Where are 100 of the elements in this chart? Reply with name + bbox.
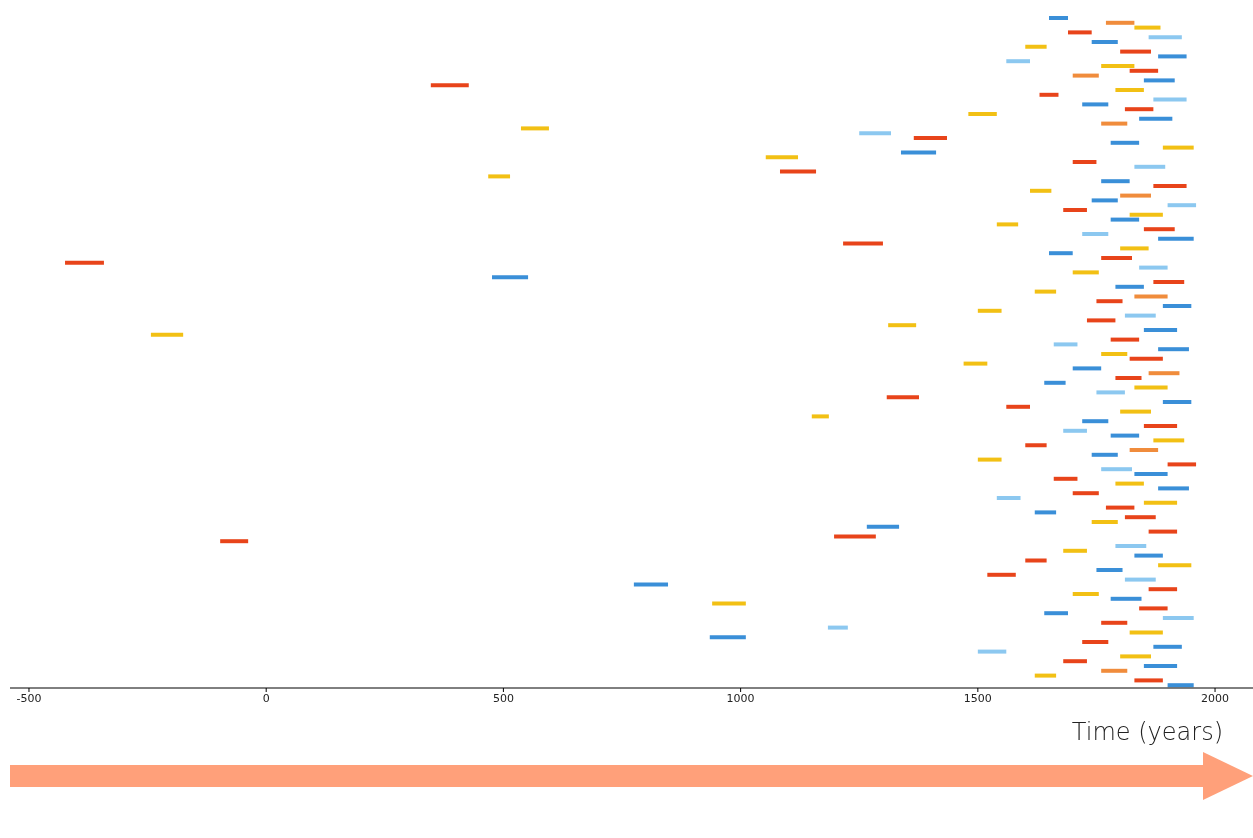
bar bbox=[1162, 304, 1192, 308]
x-tick-label: 2000 bbox=[1201, 691, 1230, 705]
bar bbox=[963, 361, 988, 366]
bar bbox=[1072, 366, 1102, 371]
bar bbox=[1148, 587, 1178, 592]
bar bbox=[1148, 529, 1178, 534]
bar bbox=[1139, 606, 1168, 611]
bar bbox=[1162, 400, 1192, 404]
bar bbox=[1120, 246, 1149, 251]
bar bbox=[1124, 515, 1156, 520]
bar bbox=[1110, 433, 1140, 438]
bar bbox=[1034, 289, 1057, 294]
bar bbox=[1006, 59, 1031, 64]
bar bbox=[1101, 256, 1133, 260]
bar bbox=[1067, 30, 1092, 35]
bar bbox=[1072, 270, 1099, 275]
bar bbox=[1158, 563, 1192, 568]
x-tick-label: 1500 bbox=[963, 691, 992, 705]
bar bbox=[1091, 520, 1118, 524]
bar bbox=[1053, 476, 1078, 481]
bar bbox=[1158, 236, 1194, 241]
x-tick-label: 500 bbox=[492, 691, 514, 705]
bar bbox=[1129, 630, 1163, 635]
bar bbox=[1034, 673, 1057, 678]
bar bbox=[977, 308, 1002, 313]
bar bbox=[1129, 356, 1163, 361]
bar bbox=[1053, 342, 1078, 347]
bar bbox=[1091, 40, 1118, 44]
bar bbox=[1110, 337, 1140, 342]
bar bbox=[1143, 328, 1178, 332]
bar bbox=[1143, 424, 1178, 428]
bar bbox=[1124, 313, 1156, 318]
bar bbox=[1120, 49, 1151, 54]
bar bbox=[1115, 88, 1144, 92]
bar bbox=[712, 601, 746, 606]
bar bbox=[977, 457, 1002, 462]
x-tick-label: 1000 bbox=[726, 691, 755, 705]
bar bbox=[1072, 491, 1099, 496]
bar bbox=[859, 131, 892, 136]
bar bbox=[1115, 284, 1144, 289]
bar bbox=[1044, 380, 1066, 385]
bar bbox=[1082, 640, 1109, 644]
bar bbox=[150, 332, 184, 337]
bar bbox=[886, 395, 919, 400]
bar bbox=[1044, 611, 1068, 616]
bar bbox=[1063, 208, 1087, 212]
bar bbox=[1120, 409, 1151, 414]
bar bbox=[1101, 121, 1128, 126]
bar bbox=[1063, 659, 1087, 664]
bar bbox=[1096, 299, 1123, 304]
bar bbox=[1153, 184, 1187, 188]
bar bbox=[1153, 438, 1185, 443]
bar bbox=[1072, 592, 1099, 596]
bar bbox=[1105, 505, 1135, 510]
bar bbox=[1162, 145, 1194, 150]
bar bbox=[1134, 553, 1163, 558]
bar bbox=[709, 635, 746, 640]
bar bbox=[520, 126, 549, 131]
bar bbox=[1101, 620, 1128, 625]
bar bbox=[1072, 160, 1097, 164]
bar bbox=[765, 155, 799, 160]
bar bbox=[1072, 73, 1099, 78]
bar bbox=[1143, 78, 1175, 83]
bar bbox=[1063, 428, 1087, 433]
bar bbox=[1129, 212, 1163, 217]
bar bbox=[1167, 203, 1197, 208]
bar bbox=[1120, 193, 1151, 198]
bar bbox=[1110, 217, 1140, 222]
bar bbox=[1030, 188, 1052, 193]
bar bbox=[65, 260, 104, 265]
bar bbox=[1101, 179, 1130, 184]
bar bbox=[1134, 164, 1166, 169]
bar bbox=[1101, 352, 1128, 356]
bar bbox=[843, 241, 883, 246]
bar bbox=[1006, 404, 1031, 409]
bar bbox=[987, 572, 1016, 577]
bar bbox=[1025, 44, 1047, 49]
bar bbox=[1063, 548, 1087, 553]
bar bbox=[1110, 596, 1142, 601]
bar bbox=[1143, 500, 1178, 505]
bar bbox=[977, 649, 1007, 654]
bar bbox=[220, 539, 249, 544]
bar bbox=[1167, 462, 1197, 467]
bar bbox=[1143, 664, 1178, 668]
bar bbox=[1148, 35, 1182, 40]
bar bbox=[1153, 644, 1182, 649]
bar bbox=[1139, 116, 1173, 121]
bar bbox=[834, 534, 876, 539]
bar bbox=[1115, 376, 1142, 380]
bar bbox=[1158, 54, 1187, 59]
bar bbox=[1167, 683, 1194, 688]
bar bbox=[1120, 654, 1151, 659]
bar bbox=[1082, 232, 1109, 236]
bar bbox=[900, 150, 937, 155]
bar bbox=[1049, 251, 1073, 256]
bar bbox=[888, 323, 917, 328]
bar bbox=[430, 83, 469, 88]
x-axis-title: Time (years) bbox=[1070, 718, 1224, 746]
bar bbox=[633, 582, 669, 587]
bar bbox=[968, 112, 997, 116]
